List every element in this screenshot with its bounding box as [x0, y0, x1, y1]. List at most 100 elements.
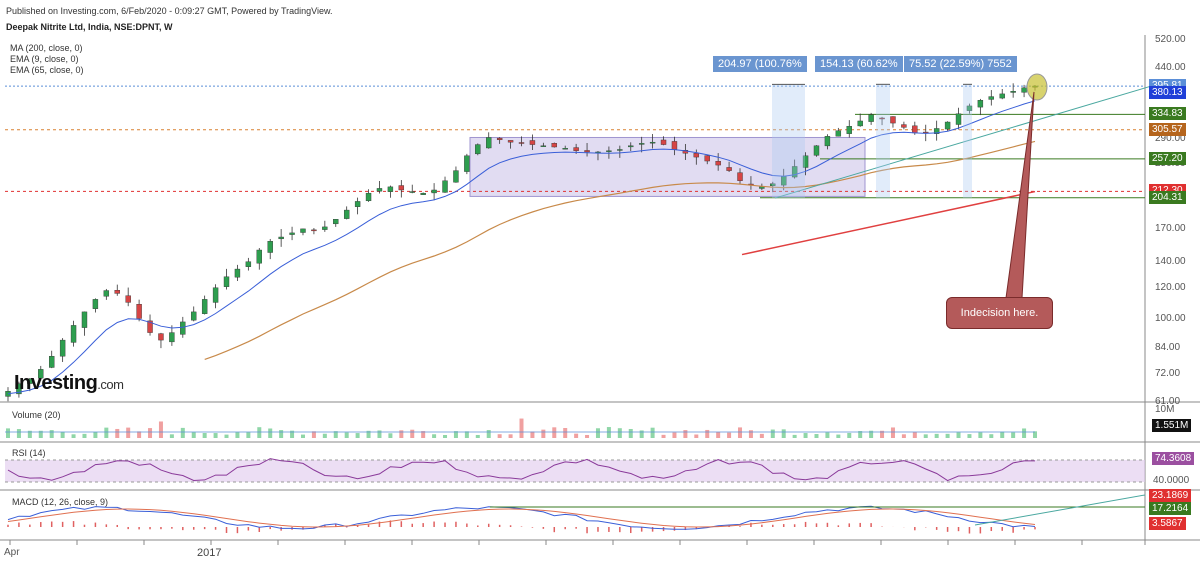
volume-bar: [60, 431, 65, 438]
candle-body: [16, 383, 22, 395]
candle-body: [376, 188, 383, 192]
candle-body: [212, 287, 219, 303]
candle-body: [333, 219, 339, 225]
candle-body: [813, 145, 820, 156]
indecision-circle: [1026, 73, 1048, 101]
volume-bar: [770, 429, 775, 438]
volume-bar: [202, 433, 207, 438]
candle-body: [977, 100, 984, 108]
volume-bar: [574, 433, 579, 438]
volume-bar: [617, 428, 622, 438]
candle-body: [453, 170, 459, 183]
candle-body: [201, 299, 208, 314]
volume-bar: [705, 429, 710, 438]
candle-body: [114, 290, 120, 294]
volume-bar: [792, 434, 797, 438]
candle-body: [464, 155, 470, 172]
volume-bar: [1000, 431, 1005, 438]
candle-body: [551, 143, 557, 148]
candle-body: [759, 186, 765, 189]
ema65-line: [204, 140, 1036, 360]
candle-body: [59, 339, 66, 357]
candle-body: [365, 192, 372, 202]
volume-bar: [967, 434, 972, 438]
candle-body: [868, 114, 874, 122]
candle-body: [81, 311, 88, 328]
volume-label: 1.551M: [1152, 419, 1192, 432]
candle-body: [638, 143, 645, 145]
volume-bar: [945, 433, 950, 438]
candle-body: [944, 121, 951, 130]
price-tick: 61.00: [1155, 396, 1181, 407]
volume-bar: [158, 421, 163, 438]
candle-body: [715, 161, 721, 166]
volume-bar: [38, 430, 43, 438]
candle-body: [540, 145, 547, 147]
candle-body: [38, 369, 44, 379]
volume-pane-title: Volume (20): [12, 410, 61, 420]
candle-body: [857, 120, 863, 127]
candle-body: [628, 145, 634, 148]
volume-bar: [16, 429, 21, 438]
candle-body: [289, 232, 295, 235]
candle-body: [322, 226, 328, 230]
candle-body: [606, 150, 612, 152]
investing-logo: Investing.com: [14, 372, 124, 394]
volume-bar: [486, 430, 491, 438]
volume-bar: [595, 428, 600, 438]
volume-bar: [6, 428, 10, 438]
price-tick: 120.00: [1155, 281, 1186, 293]
candle-body: [278, 236, 284, 240]
volume-bar: [563, 428, 568, 438]
indicator-ma200: MA (200, close, 0): [10, 43, 83, 53]
candle-body: [125, 295, 131, 303]
volume-bar: [923, 434, 928, 438]
volume-bar: [497, 434, 502, 438]
volume-bar: [126, 427, 131, 438]
volume-bar: [475, 434, 480, 438]
volume-bar: [191, 432, 196, 438]
price-label: 204.31: [1149, 190, 1186, 204]
candle-body: [147, 320, 153, 333]
volume-bar: [934, 433, 939, 438]
candle-body: [824, 136, 831, 147]
volume-bar: [814, 434, 819, 438]
candle-body: [518, 142, 525, 144]
volume-bar: [650, 427, 655, 438]
macd-trend: [974, 494, 1146, 526]
volume-bar: [366, 430, 371, 438]
volume-bar: [115, 428, 120, 438]
volume-bar: [279, 430, 284, 438]
volume-bar: [344, 432, 349, 438]
price-label: 305.57: [1149, 122, 1186, 136]
candle-body: [354, 201, 361, 207]
volume-bar: [213, 433, 218, 438]
volume-bar: [847, 432, 852, 438]
rsi-band: [5, 460, 1145, 482]
volume-bar: [388, 433, 393, 438]
volume-bar: [1033, 431, 1037, 438]
volume-bar: [148, 428, 153, 438]
candle-body: [988, 96, 994, 100]
volume-bar: [727, 432, 732, 438]
candle-body: [1021, 87, 1027, 93]
volume-bar: [825, 432, 830, 438]
measure-box: [963, 84, 972, 199]
rsi-line: [7, 458, 1035, 482]
volume-bar: [880, 430, 885, 438]
candle-body: [649, 141, 656, 144]
candle-body: [879, 117, 885, 120]
volume-bar: [639, 430, 644, 438]
volume-bar: [978, 432, 983, 438]
candle-body: [300, 228, 306, 233]
volume-bar: [901, 434, 906, 438]
candle-body: [562, 148, 568, 150]
candle-body: [103, 290, 110, 297]
candle-body: [507, 140, 514, 143]
volume-bar: [672, 432, 677, 438]
volume-bar: [27, 430, 32, 438]
volume-bar: [541, 429, 546, 438]
candle-body: [912, 125, 918, 134]
volume-bar: [956, 432, 961, 438]
volume-bar: [410, 429, 415, 438]
